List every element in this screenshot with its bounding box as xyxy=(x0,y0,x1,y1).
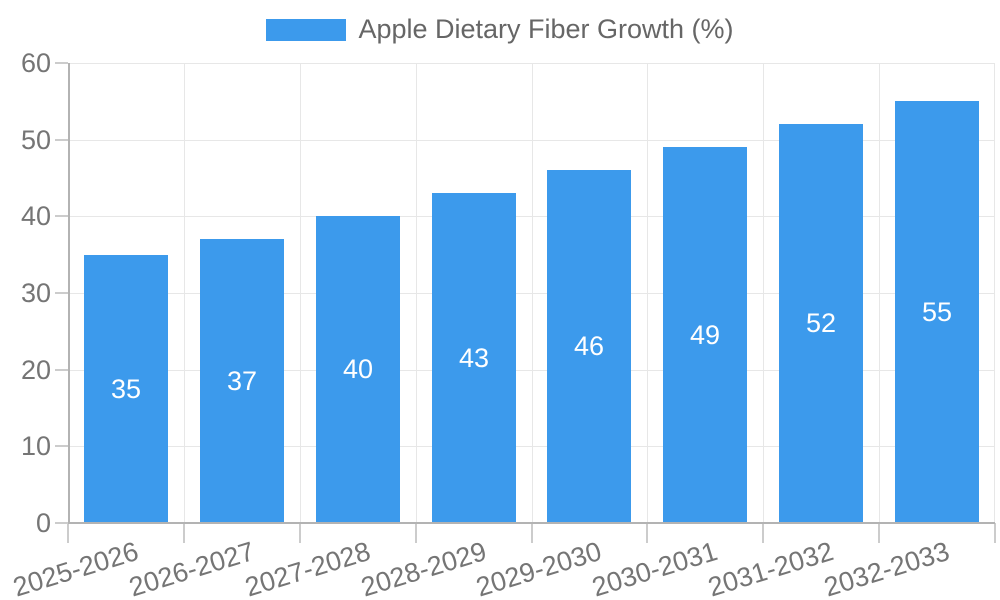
x-axis-tick xyxy=(994,523,996,543)
y-axis-tick xyxy=(55,522,68,524)
x-axis-tick-label: 2027-2028 xyxy=(241,536,374,600)
y-axis-tick xyxy=(55,292,68,294)
x-gridline xyxy=(879,63,880,523)
bar[interactable]: 49 xyxy=(663,147,747,523)
x-axis-tick xyxy=(415,523,417,543)
x-axis-tick-label: 2028-2029 xyxy=(357,536,490,600)
legend-label: Apple Dietary Fiber Growth (%) xyxy=(358,14,734,44)
y-gridline xyxy=(68,446,995,447)
y-axis-tick-label: 10 xyxy=(20,431,51,461)
y-axis-tick-label: 20 xyxy=(20,355,51,385)
x-gridline xyxy=(300,63,301,523)
x-axis-tick xyxy=(299,523,301,543)
x-gridline xyxy=(184,63,185,523)
bar[interactable]: 35 xyxy=(84,255,168,523)
x-axis-tick-label: 2025-2026 xyxy=(9,536,142,600)
x-axis-tick xyxy=(183,523,185,543)
x-gridline xyxy=(416,63,417,523)
bar-value-label: 35 xyxy=(110,373,142,404)
x-gridline xyxy=(532,63,533,523)
y-axis-tick-label: 30 xyxy=(20,278,51,308)
x-axis-tick-label: 2031-2032 xyxy=(704,536,837,600)
x-axis-tick-label: 2032-2033 xyxy=(820,536,953,600)
y-gridline xyxy=(68,370,995,371)
x-axis-tick xyxy=(531,523,533,543)
plot-area: 35 37 40 43 46 49 52 55 xyxy=(68,63,995,524)
x-axis-tick-label: 2026-2027 xyxy=(125,536,258,600)
bar-value-label: 46 xyxy=(573,331,605,361)
bar[interactable]: 46 xyxy=(547,170,631,523)
x-axis-tick xyxy=(67,523,69,543)
x-gridline xyxy=(994,63,995,523)
legend-item[interactable]: Apple Dietary Fiber Growth (%) xyxy=(266,14,734,45)
y-gridline xyxy=(68,293,995,294)
x-axis-tick xyxy=(646,523,648,543)
x-axis-tick-label: 2029-2030 xyxy=(472,536,605,600)
x-gridline xyxy=(763,63,764,523)
bar-value-label: 55 xyxy=(921,296,953,327)
bar-value-label: 49 xyxy=(689,319,721,350)
y-axis-line xyxy=(68,63,70,523)
bar[interactable]: 55 xyxy=(895,101,979,523)
y-gridline xyxy=(68,216,995,217)
y-axis-tick xyxy=(55,445,68,447)
y-axis-tick-label: 0 xyxy=(35,508,51,538)
x-gridline xyxy=(647,63,648,523)
y-axis-tick xyxy=(55,62,68,64)
x-axis-line xyxy=(68,522,995,524)
x-axis-tick-label: 2030-2031 xyxy=(588,536,721,600)
y-axis-tick xyxy=(55,139,68,141)
y-axis-tick-label: 40 xyxy=(20,201,51,231)
x-axis-tick xyxy=(878,523,880,543)
bar-value-label: 52 xyxy=(805,308,837,338)
bar[interactable]: 43 xyxy=(432,193,516,523)
y-axis-tick-label: 50 xyxy=(20,125,51,155)
bar-value-label: 43 xyxy=(458,342,490,373)
bar[interactable]: 40 xyxy=(316,216,400,523)
y-axis-tick xyxy=(55,369,68,371)
legend-swatch xyxy=(266,18,347,41)
bar-value-label: 37 xyxy=(226,365,258,396)
bar[interactable]: 37 xyxy=(200,239,284,523)
legend: Apple Dietary Fiber Growth (%) xyxy=(0,14,1000,45)
bar[interactable]: 52 xyxy=(779,124,863,523)
y-gridline xyxy=(68,140,995,141)
bar-value-label: 40 xyxy=(342,354,374,384)
y-gridline xyxy=(68,63,995,64)
y-axis-tick xyxy=(55,215,68,217)
x-axis-tick xyxy=(762,523,764,543)
y-axis-tick-label: 60 xyxy=(20,48,51,78)
